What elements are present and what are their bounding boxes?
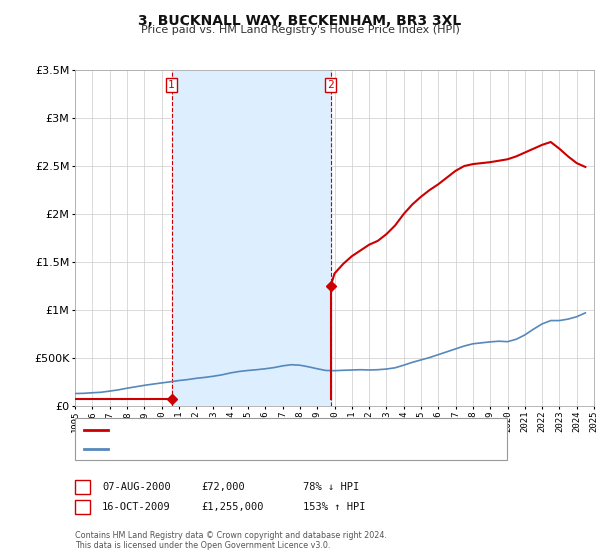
Text: 1: 1 [79, 482, 86, 492]
Text: 3, BUCKNALL WAY, BECKENHAM, BR3 3XL (detached house): 3, BUCKNALL WAY, BECKENHAM, BR3 3XL (det… [114, 425, 419, 435]
Text: 16-OCT-2009: 16-OCT-2009 [102, 502, 171, 512]
Text: 1: 1 [168, 80, 175, 90]
Text: 2: 2 [328, 80, 334, 90]
Text: HPI: Average price, detached house, Bromley: HPI: Average price, detached house, Brom… [114, 444, 367, 454]
Text: 153% ↑ HPI: 153% ↑ HPI [303, 502, 365, 512]
Text: Price paid vs. HM Land Registry's House Price Index (HPI): Price paid vs. HM Land Registry's House … [140, 25, 460, 35]
Bar [172, 70, 331, 406]
Text: 07-AUG-2000: 07-AUG-2000 [102, 482, 171, 492]
Text: 78% ↓ HPI: 78% ↓ HPI [303, 482, 359, 492]
Text: Contains HM Land Registry data © Crown copyright and database right 2024.
This d: Contains HM Land Registry data © Crown c… [75, 531, 387, 550]
Text: £1,255,000: £1,255,000 [201, 502, 263, 512]
Text: 2: 2 [79, 502, 86, 512]
Text: £72,000: £72,000 [201, 482, 245, 492]
Text: 3, BUCKNALL WAY, BECKENHAM, BR3 3XL: 3, BUCKNALL WAY, BECKENHAM, BR3 3XL [139, 14, 461, 28]
